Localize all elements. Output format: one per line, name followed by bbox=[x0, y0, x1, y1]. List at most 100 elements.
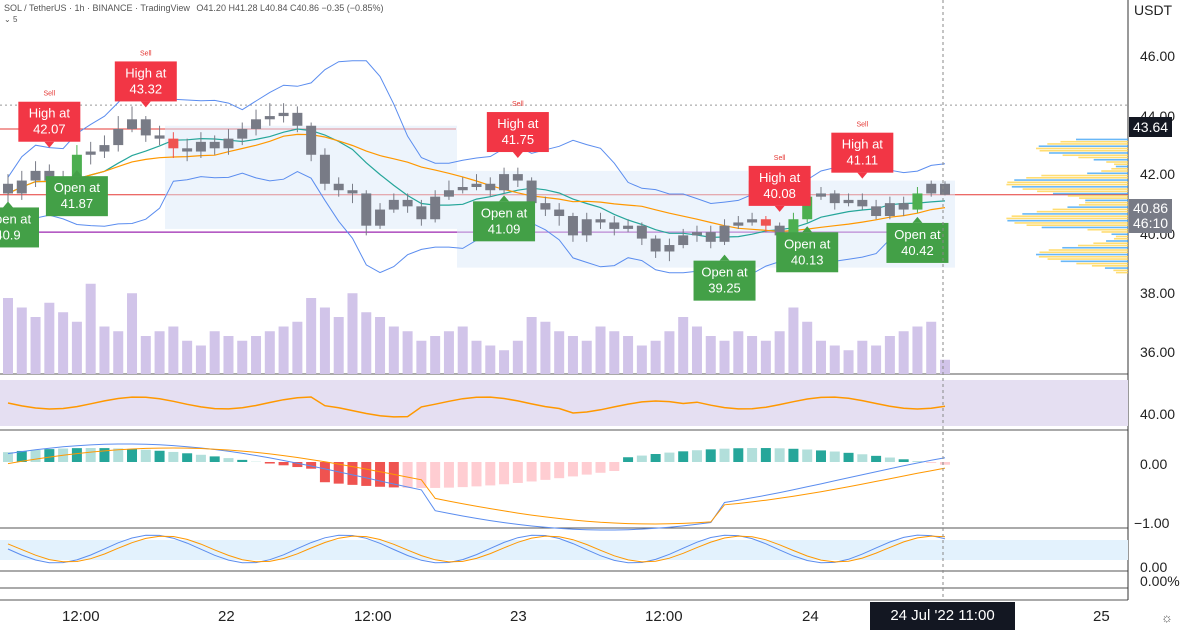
signal-line bbox=[7, 447, 946, 525]
volume-bar bbox=[581, 340, 592, 374]
candle-body bbox=[788, 219, 799, 236]
macd-histogram-bar bbox=[581, 462, 592, 475]
volume-bar bbox=[264, 331, 275, 374]
candle-body bbox=[319, 154, 330, 184]
candle-body bbox=[209, 141, 220, 149]
candle-body bbox=[182, 148, 193, 152]
label-text: 39.25 bbox=[708, 281, 741, 296]
volume-bar bbox=[292, 321, 303, 374]
macd-histogram-bar bbox=[623, 457, 634, 462]
x-label: 12:00 bbox=[354, 608, 392, 625]
macd-histogram-bar bbox=[884, 457, 895, 462]
candle-body bbox=[251, 119, 262, 129]
profile-bar bbox=[1104, 267, 1128, 269]
indicator-toggle[interactable]: ⌄ 5 bbox=[4, 15, 18, 24]
volume-bar bbox=[760, 340, 771, 374]
label-box bbox=[473, 201, 536, 242]
macd-histogram-bar bbox=[499, 462, 510, 485]
candle-body bbox=[705, 232, 716, 242]
volume-bar bbox=[30, 317, 41, 374]
volume-bar bbox=[402, 331, 413, 374]
profile-bar bbox=[1014, 179, 1128, 181]
macd-histogram-bar bbox=[85, 448, 96, 462]
profile-bar bbox=[1039, 251, 1128, 254]
macd-histogram-bar bbox=[747, 448, 758, 462]
macd-histogram-bar bbox=[16, 450, 27, 462]
currency-label[interactable]: USDT bbox=[1134, 2, 1173, 18]
volume-bar bbox=[636, 345, 647, 374]
chart-header: SOL / TetherUS · 1h · BINANCE · TradingV… bbox=[4, 3, 388, 13]
profile-bar bbox=[1078, 156, 1128, 159]
macd-histogram-bar bbox=[168, 451, 179, 462]
candle-body bbox=[664, 245, 675, 252]
macd-histogram-bar bbox=[940, 462, 950, 465]
candle-body bbox=[829, 193, 840, 204]
volume-bar bbox=[829, 345, 840, 374]
macd-histogram-bar bbox=[278, 462, 289, 466]
x-label: 25 bbox=[1093, 608, 1110, 625]
indicator-count: 5 bbox=[12, 15, 18, 24]
macd-histogram-bar bbox=[471, 462, 482, 487]
last-price: 40.86 bbox=[1133, 200, 1169, 216]
macd-histogram-bar bbox=[678, 451, 689, 462]
stoch-d-line bbox=[7, 535, 946, 563]
profile-bar bbox=[1101, 170, 1128, 172]
candle-body bbox=[871, 206, 882, 217]
volume-bar bbox=[223, 336, 234, 374]
volume-bar bbox=[195, 345, 206, 374]
profile-bar bbox=[1011, 215, 1128, 217]
volume-bar bbox=[526, 317, 537, 374]
profile-bar bbox=[1047, 258, 1128, 260]
volume-bar bbox=[154, 331, 165, 374]
label-pointer bbox=[802, 226, 813, 233]
x-label: 22 bbox=[218, 608, 235, 625]
candle-body bbox=[719, 225, 730, 242]
profile-bar bbox=[1067, 206, 1128, 208]
candle-body bbox=[815, 193, 826, 197]
macd-histogram-bar bbox=[99, 448, 110, 462]
label-pointer bbox=[774, 205, 785, 212]
macd-histogram-bar bbox=[223, 458, 234, 462]
macd-histogram-bar bbox=[871, 455, 882, 462]
macd-histogram-bar bbox=[609, 462, 620, 471]
profile-bar bbox=[1062, 246, 1128, 249]
candle-body bbox=[388, 199, 399, 210]
label-text: Open at bbox=[0, 211, 32, 226]
candle-body bbox=[333, 183, 344, 191]
price-tick: 36.00 bbox=[1140, 344, 1176, 360]
profile-bar bbox=[1036, 210, 1128, 213]
macd-histogram-bar bbox=[30, 449, 41, 462]
label-box bbox=[693, 260, 756, 301]
settings-gear-icon[interactable]: ☼ bbox=[1161, 610, 1173, 625]
macd-histogram-bar bbox=[705, 449, 716, 462]
macd-histogram-bar bbox=[443, 462, 454, 488]
candle-body bbox=[168, 138, 179, 149]
candle-body bbox=[650, 238, 661, 252]
label-pointer bbox=[857, 172, 868, 179]
candle-body bbox=[499, 174, 510, 191]
macd-histogram-bar bbox=[691, 450, 702, 462]
candle-body bbox=[678, 235, 689, 246]
profile-bar bbox=[1022, 213, 1128, 215]
stoch-band bbox=[0, 540, 1128, 560]
price-tick: 38.00 bbox=[1140, 285, 1176, 301]
candle-body bbox=[898, 203, 909, 210]
candle-body bbox=[802, 196, 813, 220]
macd-histogram-bar bbox=[113, 448, 124, 462]
volume-bar bbox=[554, 331, 565, 374]
macd-histogram-bar bbox=[485, 462, 496, 486]
candle-body bbox=[609, 222, 620, 229]
label-text: 42.07 bbox=[33, 122, 66, 137]
candle-body bbox=[127, 119, 138, 129]
volume-bar bbox=[512, 340, 523, 374]
macd-histogram-bar bbox=[802, 449, 813, 462]
label-box bbox=[831, 132, 894, 173]
label-text: 40.9 bbox=[0, 227, 21, 242]
volume-bar bbox=[443, 331, 454, 374]
symbol-label[interactable]: SOL / TetherUS · 1h · BINANCE · TradingV… bbox=[4, 3, 190, 13]
